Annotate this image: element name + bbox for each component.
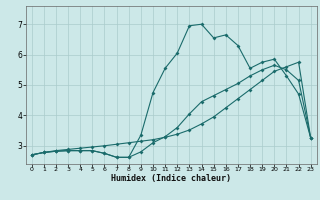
X-axis label: Humidex (Indice chaleur): Humidex (Indice chaleur) [111, 174, 231, 183]
